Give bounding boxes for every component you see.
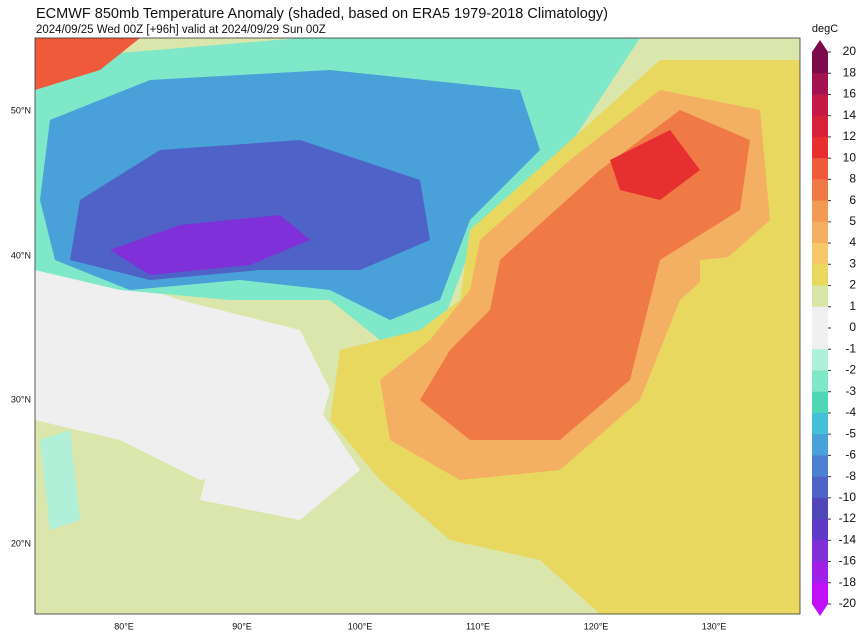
- lat-label: 20°N: [11, 538, 31, 548]
- lat-label: 50°N: [11, 105, 31, 115]
- colorbar-tick-label: 18: [843, 65, 857, 79]
- colorbar-tick-label: -16: [839, 554, 857, 568]
- colorbar-box: [812, 285, 828, 308]
- colorbar-box: [812, 306, 828, 329]
- colorbar-tick-label: -3: [845, 384, 856, 398]
- colorbar-tick-label: -18: [839, 575, 857, 589]
- colorbar-tick-label: 6: [849, 193, 856, 207]
- colorbar-tick-label: -6: [845, 448, 856, 462]
- colorbar-box: [812, 434, 828, 456]
- colorbar-box: [812, 370, 828, 393]
- colorbar-tick-label: -5: [845, 426, 856, 440]
- lat-label: 40°N: [11, 250, 31, 260]
- colorbar-box: [812, 328, 828, 350]
- colorbar-box: [812, 561, 828, 584]
- lon-label: 100°E: [348, 621, 373, 631]
- colorbar-tick-label: -8: [845, 469, 856, 483]
- colorbar-box: [812, 221, 828, 244]
- colorbar-box: [812, 179, 828, 202]
- colorbar-box: [812, 136, 828, 159]
- colorbar-tick-label: 10: [843, 150, 857, 164]
- colorbar-box: [812, 540, 828, 563]
- subtitle: 2024/09/25 Wed 00Z [+96h] valid at 2024/…: [36, 24, 326, 36]
- colorbar-box: [812, 94, 828, 117]
- lon-label: 130°E: [702, 621, 727, 631]
- colorbar-tick-label: 2: [849, 278, 856, 292]
- colorbar-tick-label: -14: [839, 532, 857, 546]
- colorbar-tick-label: 20: [843, 44, 857, 58]
- colorbar-box: [812, 349, 828, 371]
- colorbar-tick-label: 3: [849, 256, 856, 270]
- colorbar-box: [812, 264, 828, 287]
- colorbar-extend: [812, 40, 828, 52]
- lon-label: 120°E: [584, 621, 609, 631]
- colorbar-box: [812, 497, 828, 520]
- colorbar-box: [812, 52, 828, 74]
- colorbar-box: [812, 73, 828, 95]
- colorbar-box: [812, 476, 828, 499]
- colorbar-tick-label: -10: [839, 490, 857, 504]
- colorbar-tick-label: 16: [843, 87, 857, 101]
- lon-label: 110°E: [466, 621, 490, 631]
- colorbar-box: [812, 582, 828, 605]
- colorbar-tick-label: 0: [849, 320, 856, 334]
- map-labels: 50°N 40°N 30°N 20°N 80°E 90°E 100°E 110°E 120°E 1…: [11, 105, 726, 631]
- colorbar-extend: [812, 604, 828, 616]
- colorbar-tick-label: 8: [849, 172, 856, 186]
- title: ECMWF 850mb Temperature Anomaly (shaded,…: [36, 6, 608, 22]
- colorbar-tick-label: -12: [839, 511, 857, 525]
- colorbar-box: [812, 200, 828, 223]
- colorbar-tick-label: -20: [839, 596, 857, 610]
- colorbar-tick-label: -1: [845, 341, 856, 355]
- lat-label: 30°N: [11, 394, 31, 404]
- colorbar-unit: degC: [812, 23, 838, 35]
- colorbar-tick-label: 5: [849, 214, 856, 228]
- colorbar-box: [812, 115, 828, 138]
- lon-label: 90°E: [232, 621, 252, 631]
- colorbar: 20181614121086543210-1-2-3-4-5-6-8-10-12…: [812, 40, 856, 616]
- colorbar-tick-label: 4: [849, 235, 856, 249]
- map: [35, 38, 800, 614]
- colorbar-box: [812, 412, 828, 435]
- colorbar-box: [812, 158, 828, 180]
- colorbar-box: [812, 519, 828, 541]
- colorbar-tick-label: 14: [843, 108, 857, 122]
- map-frame: [34, 37, 801, 615]
- colorbar-box: [812, 391, 828, 414]
- colorbar-tick-label: 1: [849, 299, 856, 313]
- colorbar-box: [812, 243, 828, 265]
- colorbar-tick-label: -2: [845, 363, 856, 377]
- lon-label: 80°E: [114, 621, 134, 631]
- colorbar-tick-label: 12: [843, 129, 857, 143]
- colorbar-tick-label: -4: [845, 405, 856, 419]
- colorbar-box: [812, 455, 828, 478]
